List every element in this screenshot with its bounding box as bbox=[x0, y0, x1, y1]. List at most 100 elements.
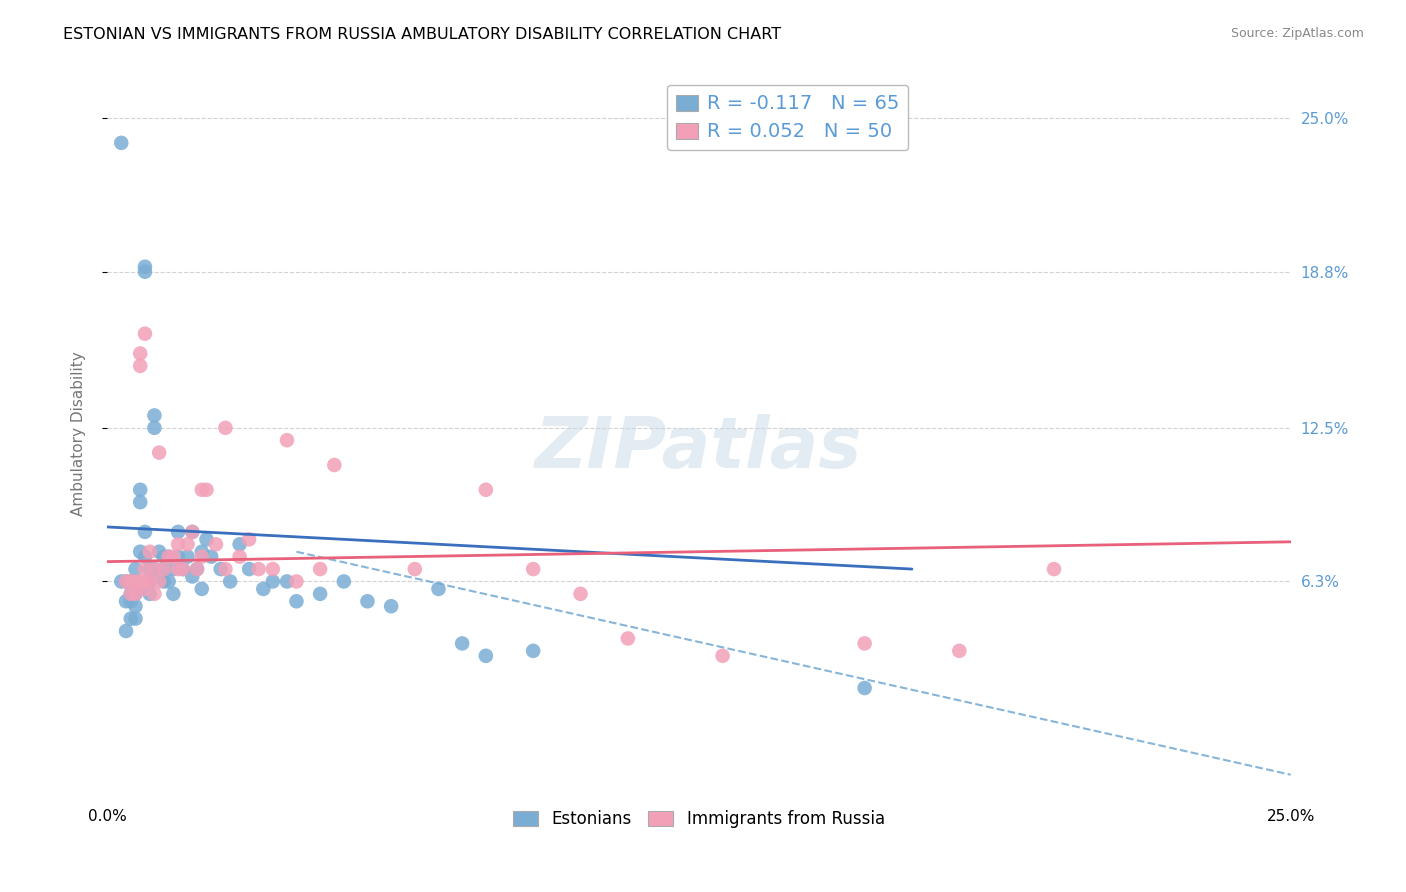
Point bbox=[167, 549, 190, 564]
Point bbox=[475, 648, 498, 663]
Point bbox=[143, 562, 166, 576]
Point bbox=[948, 644, 970, 658]
Point bbox=[451, 636, 474, 650]
Point bbox=[276, 434, 298, 448]
Point bbox=[162, 549, 184, 564]
Point bbox=[124, 574, 146, 589]
Point bbox=[167, 524, 190, 539]
Point bbox=[181, 524, 204, 539]
Point bbox=[157, 549, 180, 564]
Point bbox=[333, 574, 356, 589]
Point bbox=[172, 562, 194, 576]
Point bbox=[124, 599, 146, 614]
Point bbox=[323, 458, 346, 472]
Point bbox=[195, 483, 218, 497]
Point bbox=[148, 445, 170, 459]
Point bbox=[1043, 562, 1066, 576]
Point bbox=[134, 582, 156, 596]
Point bbox=[115, 594, 138, 608]
Point bbox=[148, 569, 170, 583]
Point bbox=[134, 562, 156, 576]
Point bbox=[711, 648, 734, 663]
Y-axis label: Ambulatory Disability: Ambulatory Disability bbox=[72, 351, 86, 516]
Point bbox=[134, 326, 156, 341]
Point bbox=[247, 562, 270, 576]
Point bbox=[138, 545, 160, 559]
Point bbox=[162, 562, 184, 576]
Point bbox=[148, 574, 170, 589]
Point bbox=[262, 562, 284, 576]
Point bbox=[124, 562, 146, 576]
Point bbox=[157, 574, 180, 589]
Point bbox=[143, 409, 166, 423]
Point bbox=[124, 574, 146, 589]
Point bbox=[143, 421, 166, 435]
Point bbox=[356, 594, 378, 608]
Point bbox=[138, 574, 160, 589]
Point bbox=[138, 574, 160, 589]
Point bbox=[195, 533, 218, 547]
Point bbox=[148, 545, 170, 559]
Point bbox=[191, 582, 214, 596]
Point bbox=[115, 574, 138, 589]
Point bbox=[380, 599, 402, 614]
Point bbox=[214, 562, 236, 576]
Point bbox=[276, 574, 298, 589]
Point bbox=[186, 562, 208, 576]
Point bbox=[129, 346, 152, 360]
Point bbox=[186, 562, 208, 576]
Point bbox=[404, 562, 426, 576]
Point bbox=[309, 562, 332, 576]
Point bbox=[176, 537, 198, 551]
Point bbox=[143, 587, 166, 601]
Point bbox=[309, 587, 332, 601]
Point bbox=[143, 562, 166, 576]
Point bbox=[191, 483, 214, 497]
Point bbox=[285, 594, 308, 608]
Point bbox=[252, 582, 274, 596]
Point bbox=[134, 524, 156, 539]
Point bbox=[181, 524, 204, 539]
Point bbox=[219, 574, 242, 589]
Point bbox=[853, 636, 876, 650]
Text: ZIPatlas: ZIPatlas bbox=[536, 414, 863, 483]
Point bbox=[115, 624, 138, 638]
Point bbox=[124, 587, 146, 601]
Legend: Estonians, Immigrants from Russia: Estonians, Immigrants from Russia bbox=[506, 804, 891, 835]
Point bbox=[134, 260, 156, 274]
Point bbox=[120, 594, 142, 608]
Point bbox=[228, 549, 250, 564]
Point bbox=[129, 495, 152, 509]
Point bbox=[167, 562, 190, 576]
Point bbox=[285, 574, 308, 589]
Point bbox=[120, 612, 142, 626]
Point bbox=[153, 562, 176, 576]
Point bbox=[569, 587, 592, 601]
Point bbox=[238, 562, 260, 576]
Point bbox=[120, 574, 142, 589]
Point bbox=[129, 359, 152, 373]
Point bbox=[191, 549, 214, 564]
Point bbox=[157, 549, 180, 564]
Point bbox=[138, 587, 160, 601]
Point bbox=[134, 574, 156, 589]
Point bbox=[228, 537, 250, 551]
Point bbox=[134, 549, 156, 564]
Point bbox=[153, 562, 176, 576]
Point bbox=[214, 421, 236, 435]
Point bbox=[138, 562, 160, 576]
Point bbox=[617, 632, 640, 646]
Point bbox=[129, 483, 152, 497]
Point bbox=[200, 549, 222, 564]
Point bbox=[120, 587, 142, 601]
Point bbox=[522, 644, 544, 658]
Point bbox=[153, 549, 176, 564]
Point bbox=[167, 537, 190, 551]
Point bbox=[427, 582, 450, 596]
Point bbox=[115, 574, 138, 589]
Point bbox=[110, 136, 132, 150]
Point bbox=[162, 587, 184, 601]
Text: ESTONIAN VS IMMIGRANTS FROM RUSSIA AMBULATORY DISABILITY CORRELATION CHART: ESTONIAN VS IMMIGRANTS FROM RUSSIA AMBUL… bbox=[63, 27, 782, 42]
Point bbox=[120, 587, 142, 601]
Point bbox=[134, 265, 156, 279]
